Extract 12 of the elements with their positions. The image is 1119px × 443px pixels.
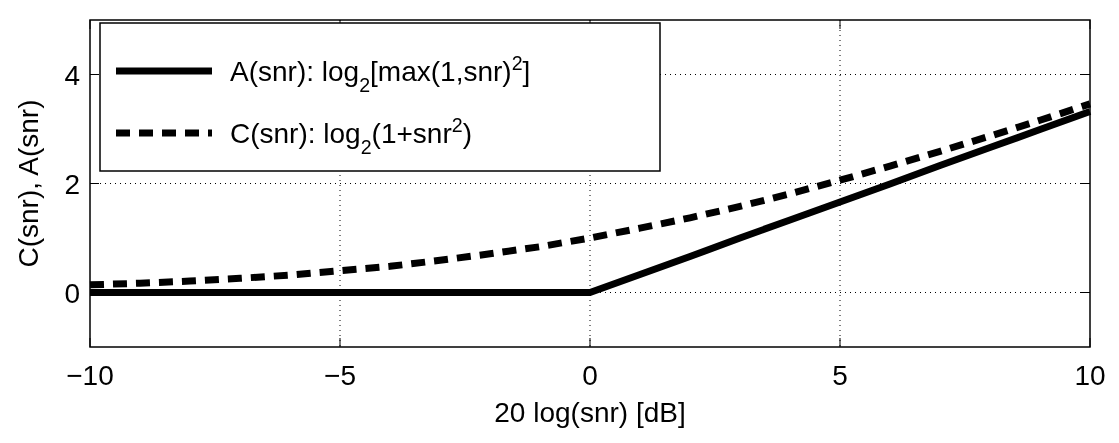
y-tick-label: 0: [64, 277, 80, 309]
y-tick-label: 4: [64, 59, 80, 91]
x-tick-label: −10: [66, 360, 114, 391]
y-tick-label: 2: [64, 168, 80, 200]
x-tick-label: −5: [324, 360, 356, 391]
legend-label: C(snr): log$_{2}$(1+snr$^{2}$): [230, 114, 472, 158]
legend-label: A(snr): log$_{2}$[max(1,snr)$^{2}$]: [230, 52, 531, 96]
x-axis-title: 20 log(snr) [dB]: [494, 397, 686, 428]
x-tick-label: 0: [582, 360, 598, 391]
x-tick-label: 10: [1074, 360, 1106, 391]
x-tick-label: 5: [832, 360, 848, 391]
y-axis-title: C(snr), A(snr): [13, 99, 44, 268]
